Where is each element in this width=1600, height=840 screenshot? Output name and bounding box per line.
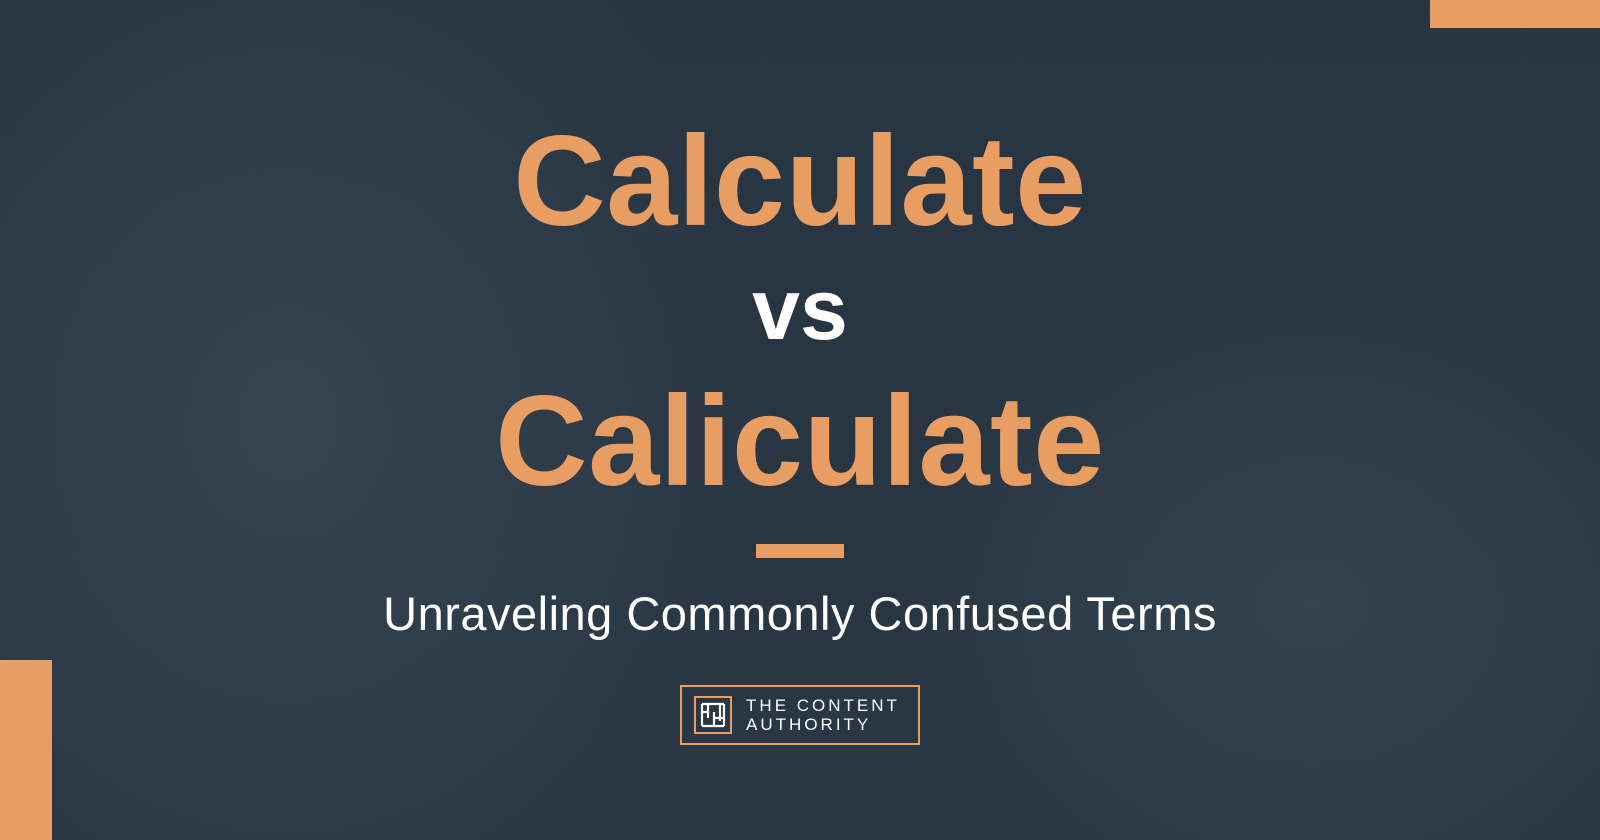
brand-line-1: THE CONTENT [746,696,900,715]
title-vs: vs [752,267,848,353]
brand-badge: THE CONTENT AUTHORITY [680,685,920,745]
divider-bar [756,544,844,558]
title-word-2: Caliculate [495,375,1105,509]
subtitle-text: Unraveling Commonly Confused Terms [383,586,1217,641]
content-column: Calculate vs Caliculate Unraveling Commo… [0,0,1600,840]
title-word-1: Calculate [513,115,1087,249]
brand-text: THE CONTENT AUTHORITY [746,696,900,734]
brand-line-2: AUTHORITY [746,715,871,734]
brand-maze-icon [694,696,732,734]
infographic-canvas: Calculate vs Caliculate Unraveling Commo… [0,0,1600,840]
